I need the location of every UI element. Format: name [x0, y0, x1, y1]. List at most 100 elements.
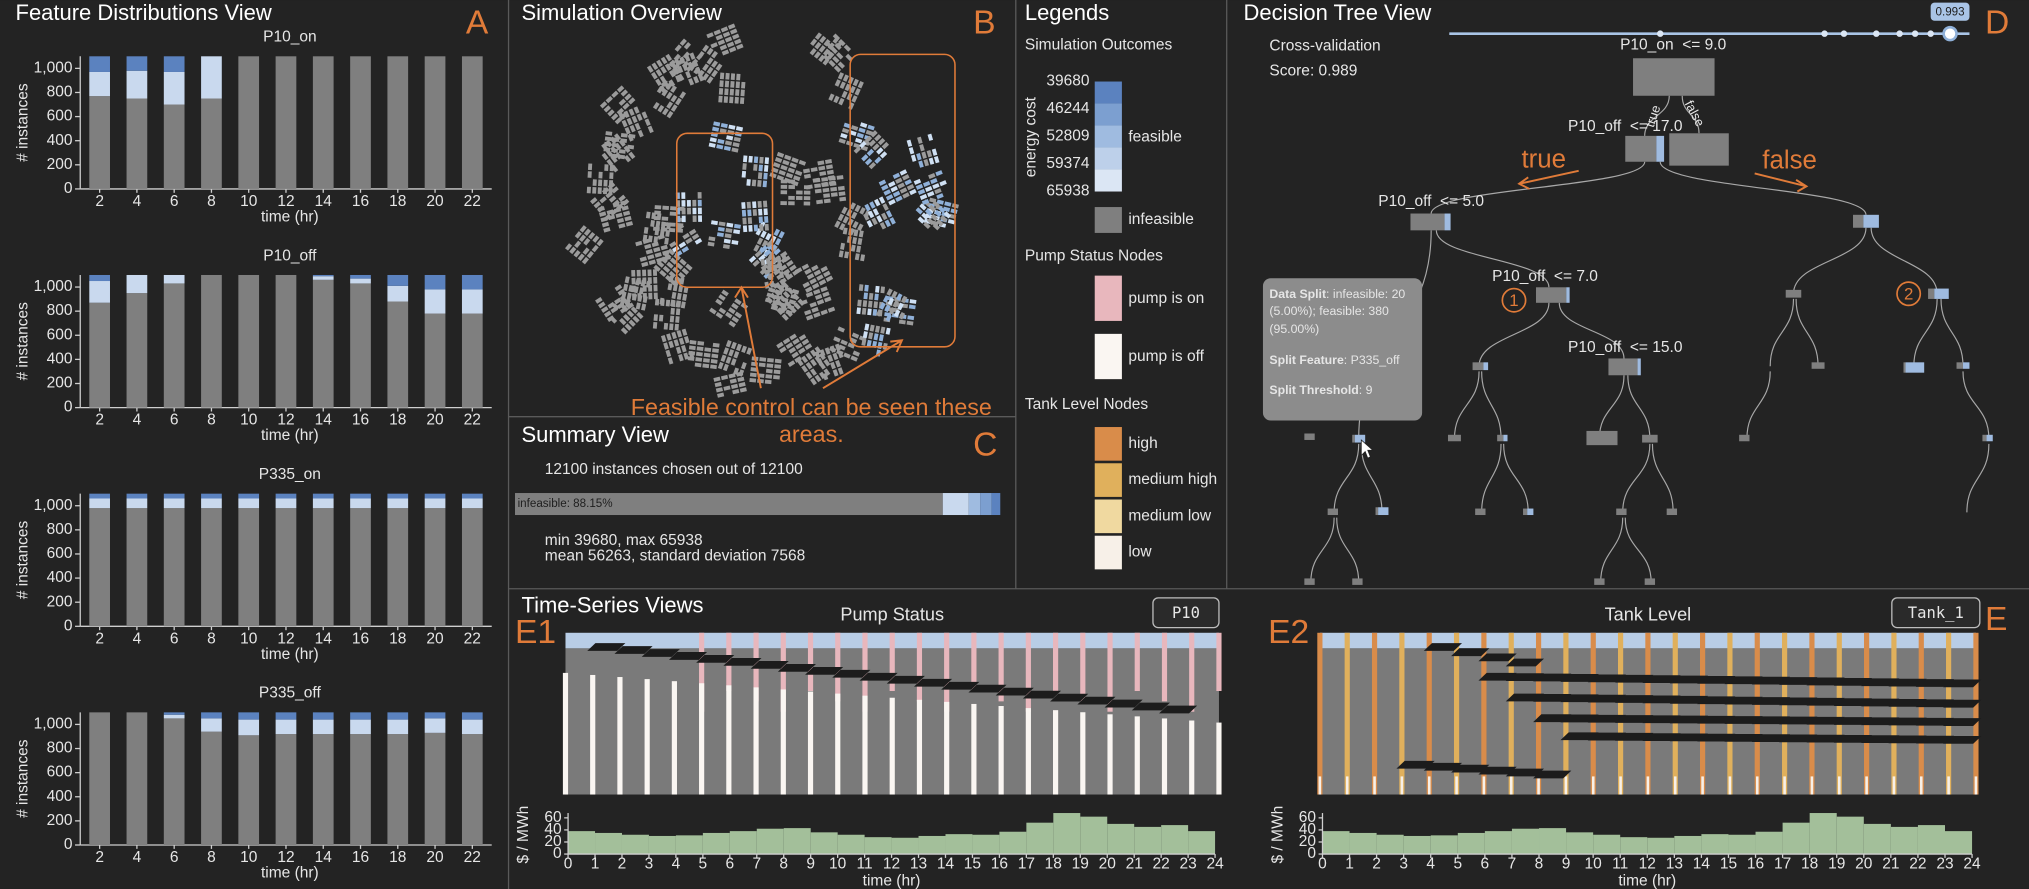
glyph	[734, 96, 739, 104]
glyph	[883, 189, 891, 196]
glyph	[603, 227, 611, 233]
glyph	[814, 183, 822, 189]
x-tick-label: 8	[1535, 855, 1544, 872]
glyph	[864, 203, 871, 212]
glyph	[734, 311, 743, 319]
glyph	[593, 201, 601, 209]
x-tick-label: 8	[207, 412, 216, 429]
tree-node-feasible	[1905, 362, 1925, 373]
glyph	[852, 78, 859, 87]
glyph	[784, 154, 792, 161]
glyph	[765, 296, 774, 304]
panel-letter: E	[1985, 601, 2007, 638]
glyph	[785, 309, 793, 318]
flow-band	[1560, 694, 1599, 703]
glyph	[927, 191, 935, 198]
glyph	[591, 244, 599, 253]
status-bar	[862, 695, 868, 795]
glyph	[569, 246, 577, 255]
glyph	[703, 358, 710, 363]
glyph	[780, 184, 788, 189]
glyph	[798, 334, 807, 341]
tree-edge	[1966, 443, 1990, 513]
glyph	[660, 56, 668, 65]
glyph	[928, 204, 937, 212]
status-bar	[1755, 776, 1759, 795]
glyph	[669, 60, 677, 68]
status-bar	[1371, 632, 1378, 795]
glyph	[839, 81, 846, 89]
glyph	[746, 347, 753, 355]
glyph	[806, 273, 815, 280]
glyph	[729, 378, 737, 384]
legend-swatch	[1094, 463, 1122, 497]
glyph	[748, 255, 757, 263]
glyph	[733, 136, 741, 142]
tree-node	[1982, 434, 1987, 442]
glyph	[850, 244, 856, 252]
glyph	[618, 154, 626, 160]
slider-handle[interactable]	[1942, 25, 1958, 42]
marker-circle	[1501, 287, 1527, 313]
glyph	[753, 156, 759, 164]
glyph	[915, 183, 924, 190]
x-tick-label: 19	[1072, 855, 1089, 872]
glyph	[932, 200, 940, 208]
bar-segment	[461, 56, 483, 189]
glyph	[565, 243, 573, 251]
glyph	[824, 347, 831, 355]
y-tick-label: 1,000	[34, 716, 73, 733]
glyph	[735, 126, 744, 132]
glyph	[830, 361, 836, 370]
glyph	[796, 358, 804, 367]
glyph-cluster	[619, 276, 652, 311]
tree-node-feasible	[1444, 213, 1451, 231]
x-tick-label: 8	[207, 849, 216, 866]
glyph	[625, 300, 631, 308]
glyph	[603, 179, 608, 187]
glyph	[715, 34, 724, 41]
glyph	[758, 164, 763, 172]
glyph	[682, 232, 690, 240]
glyph	[724, 233, 732, 239]
glyph	[653, 277, 658, 284]
glyph	[668, 275, 674, 283]
y-tick-label: 400	[47, 788, 73, 805]
glyph	[738, 381, 746, 388]
tree-node	[1586, 430, 1618, 446]
glyph	[659, 297, 665, 305]
glyph	[933, 156, 940, 164]
price-bar	[595, 832, 622, 855]
status-bar	[1535, 632, 1542, 795]
glyph	[763, 271, 771, 280]
glyph	[872, 208, 880, 216]
tree-edge	[1913, 298, 1938, 367]
legend-title: Pump Status Nodes	[1025, 247, 1163, 264]
glyph	[626, 310, 635, 318]
direction-label: false	[1762, 147, 1817, 175]
glyph	[750, 367, 758, 372]
bar-segment	[424, 289, 446, 314]
glyph	[601, 221, 610, 228]
glyph	[614, 284, 623, 292]
tree-node	[1666, 508, 1678, 516]
tree-node	[1739, 434, 1750, 442]
node-label: P10_off <= 15.0	[1568, 339, 1683, 356]
bar-segment	[312, 508, 334, 627]
tree-node-feasible	[1527, 508, 1534, 516]
glyph-cluster	[875, 288, 908, 322]
glyph-cluster	[595, 284, 634, 323]
x-tick-label: 4	[1426, 855, 1435, 872]
bar-segment	[238, 56, 260, 189]
y-tick-label: 40	[544, 821, 562, 838]
glyph	[803, 196, 811, 201]
glyph	[757, 180, 762, 187]
selector[interactable]	[1891, 597, 1981, 629]
selector[interactable]	[1152, 597, 1220, 629]
glyph	[702, 73, 710, 81]
price-bar	[1701, 834, 1729, 855]
bar-segment	[163, 274, 185, 284]
glyph	[660, 244, 668, 251]
glyph	[938, 205, 946, 214]
glyph	[706, 66, 714, 75]
